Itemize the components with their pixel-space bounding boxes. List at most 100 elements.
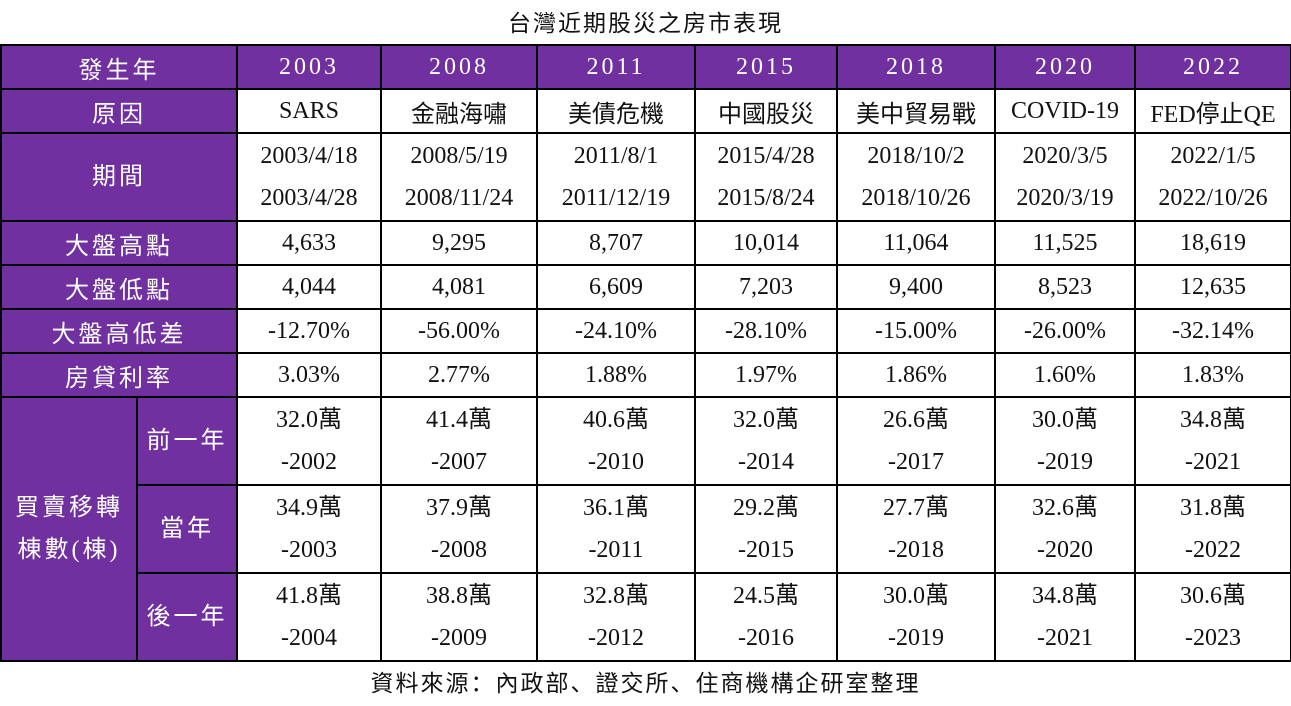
period-end: 2011/12/19	[561, 185, 671, 211]
cell: 1.97%	[694, 352, 838, 398]
transfer-year: -2014	[738, 449, 794, 475]
transfer-year: -2009	[431, 625, 487, 651]
row-label: 期間	[0, 132, 238, 222]
cell: SARS	[236, 88, 382, 134]
transfers-label: 買賣移轉棟數(棟)	[0, 396, 138, 662]
transfer-count: 41.8萬	[276, 583, 342, 609]
transfer-cell: 30.6萬 -2023	[1134, 572, 1291, 662]
period-start: 2008/5/19	[410, 143, 508, 169]
row-label: 原因	[0, 88, 238, 134]
transfer-count: 31.8萬	[1180, 495, 1246, 521]
transfer-count: 30.0萬	[883, 583, 949, 609]
period-start: 2018/10/2	[867, 143, 965, 169]
sub-row-label: 前一年	[136, 396, 238, 486]
cell: 11,525	[994, 220, 1136, 266]
row-label: 大盤低點	[0, 264, 238, 310]
period-cell: 2008/5/19 2008/11/24	[380, 132, 538, 222]
transfer-cell: 27.7萬 -2018	[836, 484, 996, 574]
transfer-count: 37.9萬	[426, 495, 492, 521]
period-cell: 2018/10/2 2018/10/26	[836, 132, 996, 222]
transfer-cell: 32.0萬 -2014	[694, 396, 838, 486]
transfer-year: -2011	[588, 537, 644, 563]
period-cell: 2003/4/18 2003/4/28	[236, 132, 382, 222]
cell: 9,400	[836, 264, 996, 310]
row-label: 大盤高點	[0, 220, 238, 266]
cell: 美中貿易戰	[836, 88, 996, 134]
transfer-cell: 24.5萬 -2016	[694, 572, 838, 662]
period-end: 2018/10/26	[861, 185, 971, 211]
transfer-cell: 41.4萬 -2007	[380, 396, 538, 486]
transfer-year: -2007	[431, 449, 487, 475]
transfer-year: -2015	[738, 537, 794, 563]
transfer-count: 30.0萬	[1032, 407, 1098, 433]
cell: 4,633	[236, 220, 382, 266]
transfer-year: -2020	[1037, 537, 1093, 563]
transfer-cell: 34.9萬 -2003	[236, 484, 382, 574]
cell: -26.00%	[994, 308, 1136, 354]
table-title: 台灣近期股災之房市表現	[508, 11, 783, 36]
cell: 9,295	[380, 220, 538, 266]
cell: 1.83%	[1134, 352, 1291, 398]
transfer-cell: 32.8萬 -2012	[536, 572, 696, 662]
transfer-count: 32.0萬	[733, 407, 799, 433]
cell: 18,619	[1134, 220, 1291, 266]
cell: 2.77%	[380, 352, 538, 398]
transfer-count: 34.8萬	[1180, 407, 1246, 433]
cell: 美債危機	[536, 88, 696, 134]
table-row: 原因 SARS 金融海嘯 美債危機 中國股災 美中貿易戰 COVID-19 FED停止QE	[0, 88, 1291, 134]
transfer-count: 24.5萬	[733, 583, 799, 609]
table-row: 買賣移轉 棟數(棟) 前一年 32.0萬 -2002 41.4萬 -2007 40.6萬 -20…	[0, 396, 1291, 662]
transfer-year: -2021	[1185, 449, 1241, 475]
transfer-cell: 31.8萬 -2022	[1134, 484, 1291, 574]
cell: 4,044	[236, 264, 382, 310]
transfer-year: -2019	[1037, 449, 1093, 475]
year-header: 2018	[836, 44, 996, 90]
transfer-year: -2008	[431, 537, 487, 563]
cell: 1.88%	[536, 352, 696, 398]
sub-row-label: 後一年	[136, 572, 238, 662]
year-header: 2022	[1134, 44, 1291, 90]
transfer-year: -2017	[888, 449, 944, 475]
period-cell: 2011/8/1 2011/12/19	[536, 132, 696, 222]
cell: -32.14%	[1134, 308, 1291, 354]
transfer-year: -2016	[738, 625, 794, 651]
transfer-count: 38.8萬	[426, 583, 492, 609]
transfer-year: -2018	[888, 537, 944, 563]
header-label: 發生年	[0, 44, 238, 90]
transfer-cell: 36.1萬 -2011	[536, 484, 696, 574]
transfer-count: 36.1萬	[583, 495, 649, 521]
transfer-year: -2010	[588, 449, 644, 475]
transfer-count: 26.6萬	[883, 407, 949, 433]
period-start: 2011/8/1	[573, 143, 659, 169]
period-end: 2003/4/28	[260, 185, 358, 211]
cell: -56.00%	[380, 308, 538, 354]
row-label: 房貸利率	[0, 352, 238, 398]
period-start: 2020/3/5	[1022, 143, 1108, 169]
transfer-count: 29.2萬	[733, 495, 799, 521]
table-row: 發生年 2003 2008 2011 2015 2018 2020 2022	[0, 44, 1291, 90]
cell: -15.00%	[836, 308, 996, 354]
transfer-count: 27.7萬	[883, 495, 949, 521]
year-header: 2003	[236, 44, 382, 90]
transfer-year: -2003	[281, 537, 337, 563]
transfer-year: -2023	[1185, 625, 1241, 651]
period-start: 2015/4/28	[717, 143, 815, 169]
transfers-label-line2: 棟數(棟)	[17, 537, 121, 563]
table-row: 大盤高低差 -12.70% -56.00% -24.10% -28.10% -15.00%…	[0, 308, 1291, 354]
transfer-cell: 29.2萬 -2015	[694, 484, 838, 574]
period-start: 2003/4/18	[260, 143, 358, 169]
transfer-count: 34.9萬	[276, 495, 342, 521]
cell: 6,609	[536, 264, 696, 310]
table-row: 當年 34.9萬 -2003 37.9萬 -2008 36.1萬 -2011 29.2萬 -20…	[1, 484, 1291, 574]
transfer-count: 41.4萬	[426, 407, 492, 433]
row-label: 大盤高低差	[0, 308, 238, 354]
transfer-count: 32.8萬	[583, 583, 649, 609]
stock-crash-housing-table: 發生年 2003 2008 2011 2015 2018 2020 2022 原因 SARS 金融海…	[0, 44, 1291, 662]
cell: -24.10%	[536, 308, 696, 354]
table-row: 大盤低點 4,044 4,081 6,609 7,203 9,400 8,523 12,635	[0, 264, 1291, 310]
cell: 10,014	[694, 220, 838, 266]
table-row: 後一年 41.8萬 -2004 38.8萬 -2009 32.8萬 -2012 24.5萬 -2…	[1, 572, 1291, 662]
transfers-label-line1: 買賣移轉	[15, 495, 123, 521]
transfer-count: 32.0萬	[276, 407, 342, 433]
cell: COVID-19	[994, 88, 1136, 134]
